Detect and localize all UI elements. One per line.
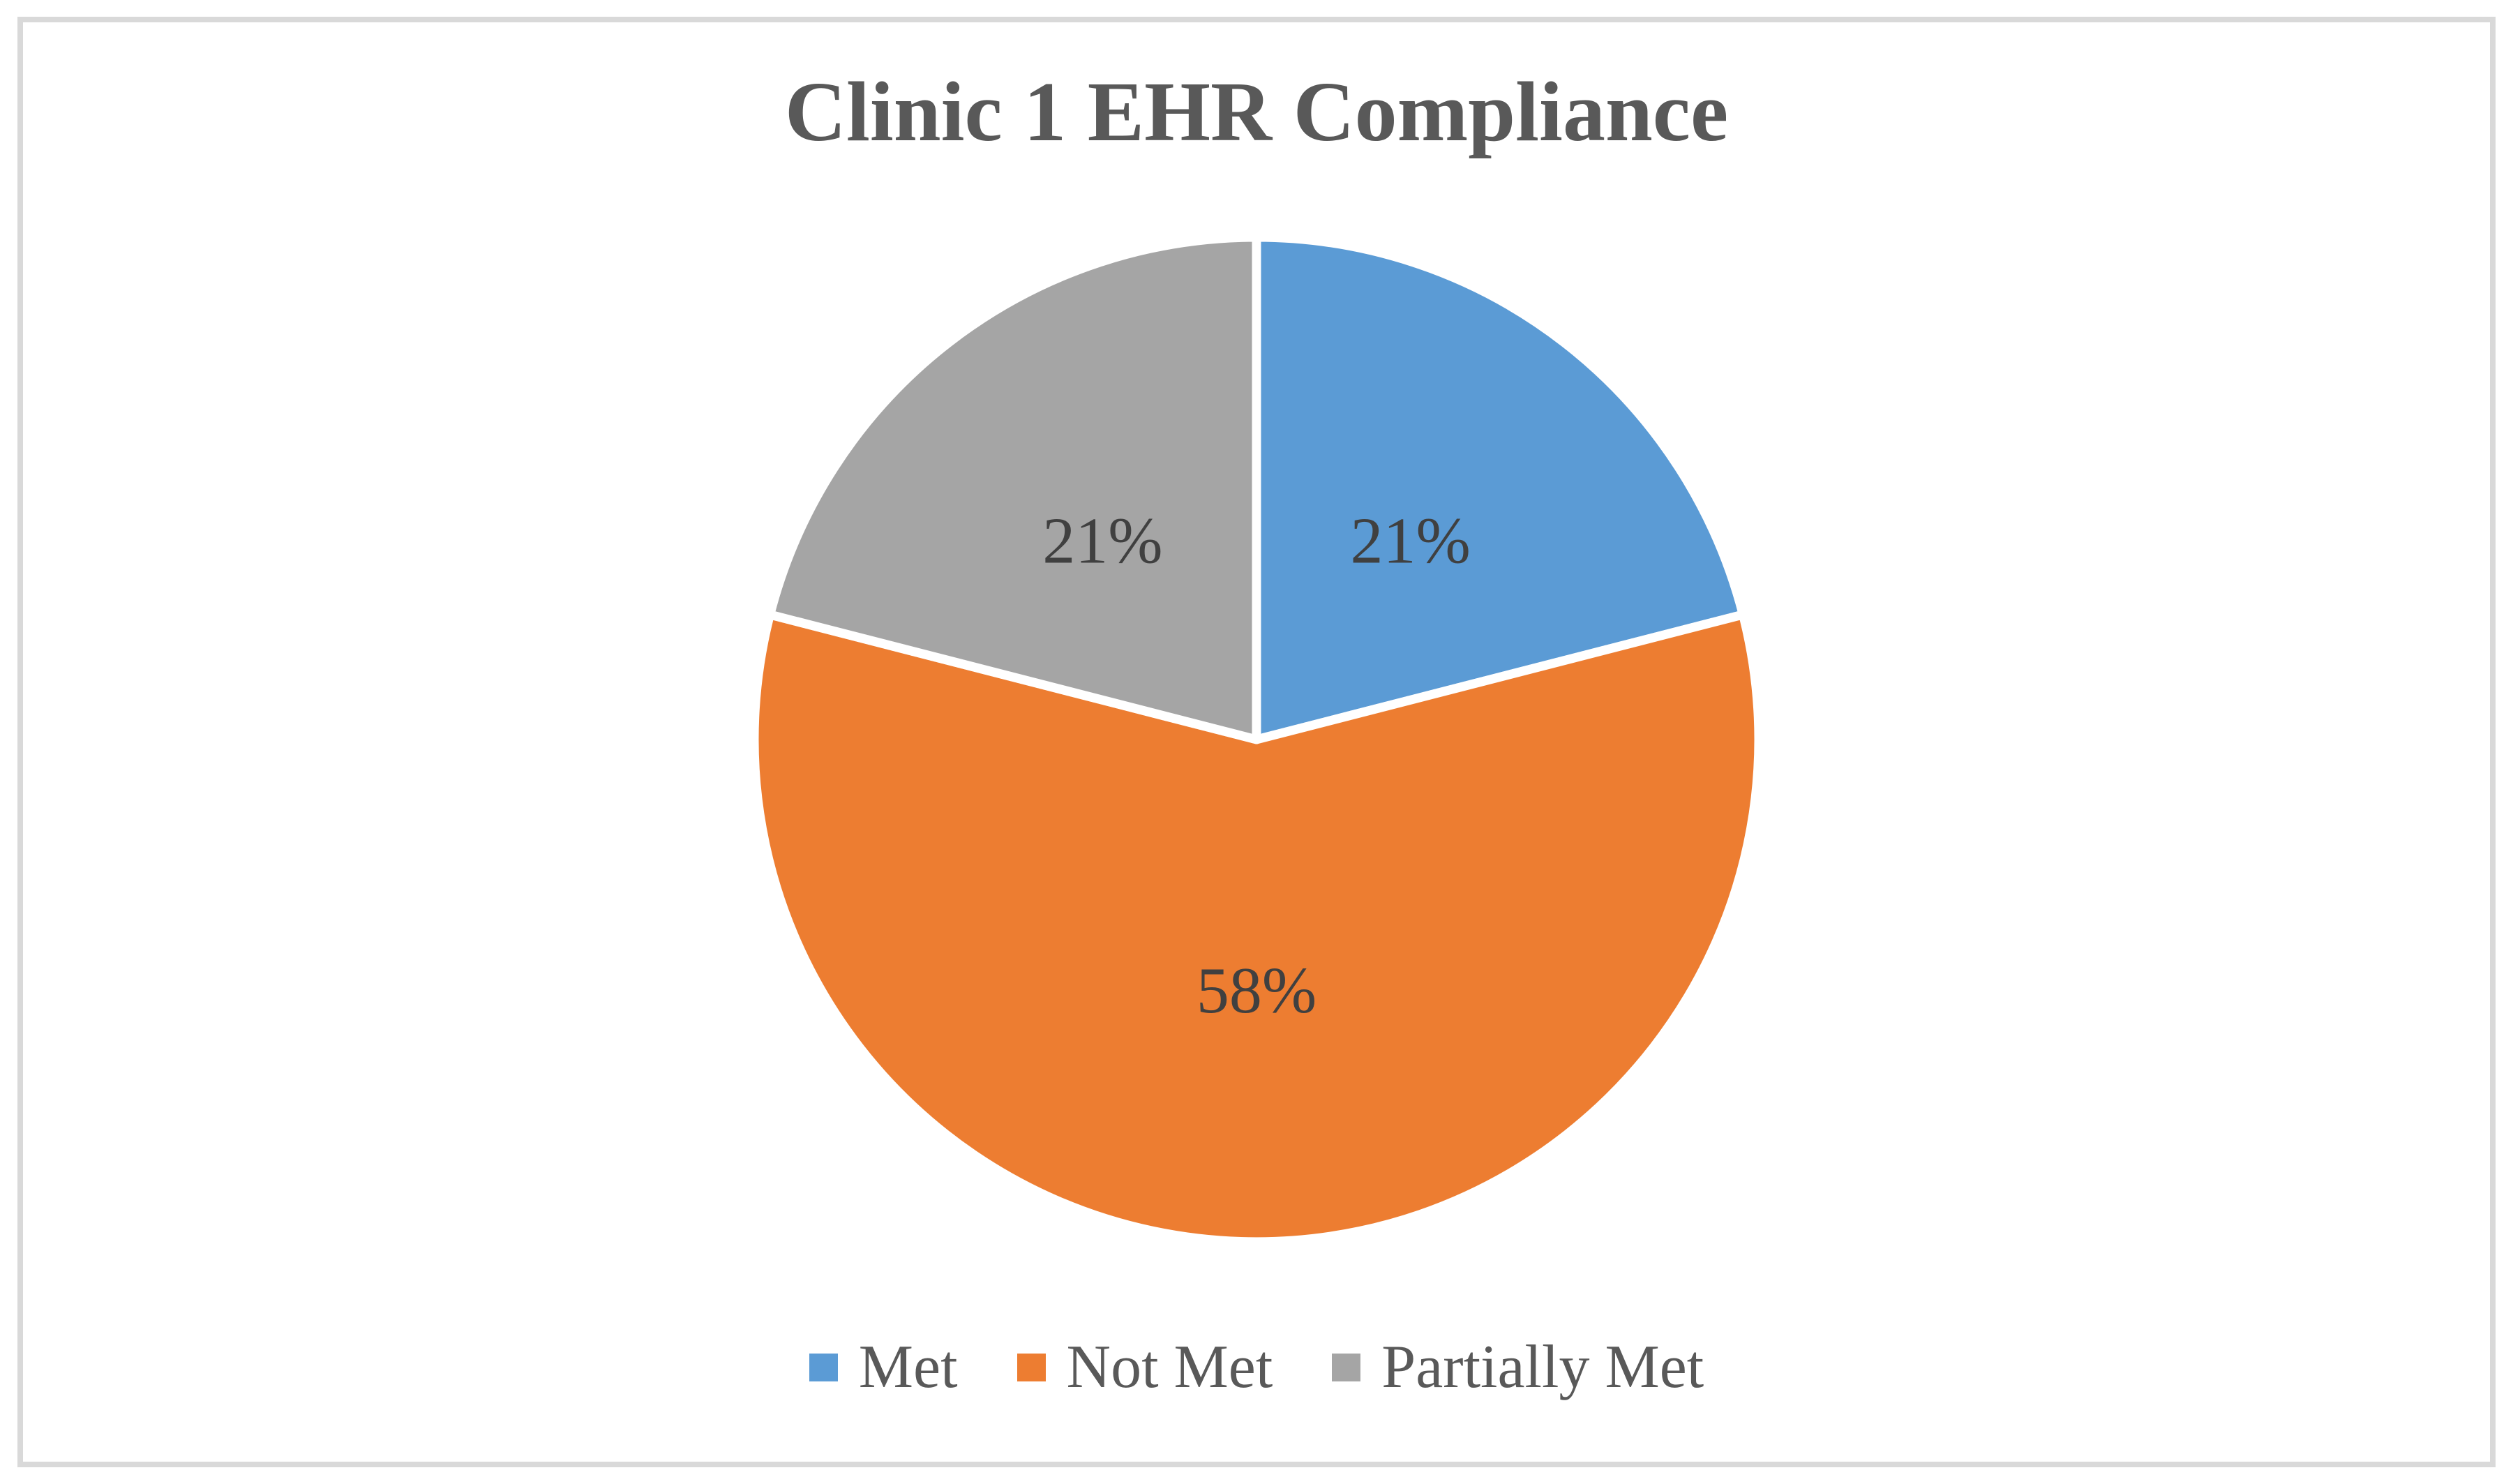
legend: Met Not Met Partially Met (0, 1326, 2513, 1409)
pie-slice-partially-met (765, 232, 1261, 744)
legend-label-partially-met: Partially Met (1381, 1333, 1704, 1401)
pie-slice-not-met (749, 610, 1764, 1247)
legend-swatch-met-icon (809, 1354, 838, 1381)
legend-swatch-not-met-icon (1017, 1354, 1046, 1381)
slice-label-met: 21% (1350, 505, 1470, 578)
slice-label-not-met: 58% (1197, 954, 1316, 1027)
legend-swatch-partially-met-icon (1332, 1354, 1361, 1381)
slice-label-partially-met: 21% (1042, 505, 1162, 578)
legend-label-not-met: Not Met (1066, 1333, 1273, 1401)
chart-title: Clinic 1 EHR Compliance (784, 65, 1729, 159)
pie-slice-met (1252, 232, 1748, 744)
legend-label-met: Met (858, 1333, 958, 1401)
legend-item-partially-met: Partially Met (1332, 1337, 1704, 1398)
legend-item-met: Met (809, 1337, 958, 1398)
legend-item-not-met: Not Met (1017, 1337, 1273, 1398)
